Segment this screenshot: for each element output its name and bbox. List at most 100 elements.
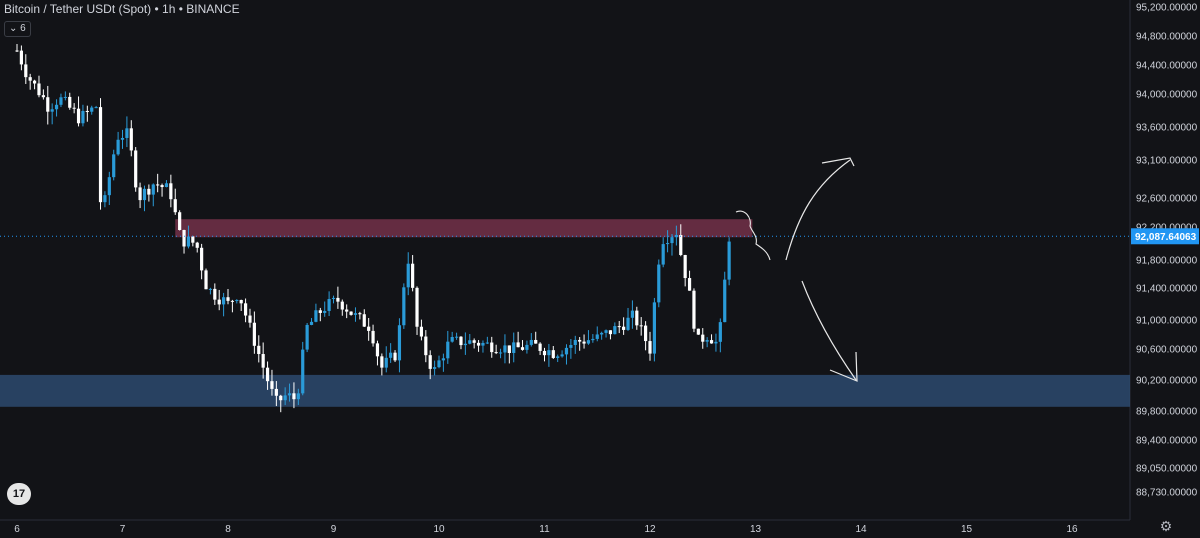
candle-body [138,187,142,201]
candle-body [94,107,98,109]
candle-body [353,313,358,315]
candle-body [239,300,243,304]
candle-body [230,300,234,302]
candle-body [68,96,72,108]
candle-body [424,336,428,356]
price-tick-label: 95,200.00000 [1136,3,1198,14]
candle-body [367,326,371,331]
candle-body [257,345,261,355]
price-tick-label: 88,730.00000 [1136,488,1198,499]
candle-body [573,339,577,345]
candle-body [371,330,375,344]
candle-body [116,139,120,155]
candle-body [292,393,296,400]
candle-body [178,212,182,230]
candle-body [556,356,560,358]
candle-body [323,310,327,313]
candle-body [463,343,467,346]
candle-body [375,343,380,357]
candle-body [507,345,511,353]
time-tick-label: 9 [331,524,337,535]
support-zone [0,374,1130,407]
candle-body [454,336,459,338]
indicator-toggle-button[interactable]: ⌄ 6 [4,21,31,37]
price-tick-label: 90,200.00000 [1136,376,1198,387]
time-tick-label: 6 [14,524,20,535]
candle-body [252,322,256,346]
candle-body [525,344,529,350]
candle-body [639,325,643,327]
candle-body [327,299,331,311]
candle-body [72,107,76,109]
candle-body [419,326,424,337]
candle-body [415,287,419,327]
candle-body [147,188,151,195]
candle-body [608,330,613,335]
projection-up-arrow [785,159,851,261]
time-tick-label: 10 [433,524,445,535]
candle-body [534,339,538,344]
candle-body [622,326,626,330]
candle-body [472,340,476,343]
candle-body [142,188,147,201]
candle-body [222,297,226,305]
candle-body [441,358,445,361]
candle-body [595,334,599,339]
candle-body [696,328,700,335]
price-tick-label: 93,600.00000 [1136,123,1198,134]
candle-body [617,326,621,328]
candle-body [476,342,481,346]
candle-body [213,288,217,300]
candle-body [450,337,454,342]
candle-body [692,290,696,329]
candle-body [437,360,441,368]
candle-body [560,354,564,357]
candle-body [270,381,274,389]
candle-body [283,395,287,401]
candle-body [200,247,204,271]
candle-body [32,80,37,84]
candle-body [156,184,160,186]
chevron-down-icon: ⌄ [9,23,18,34]
price-tick-label: 94,800.00000 [1136,32,1198,43]
candle-body [626,317,630,330]
candle-body [287,393,292,396]
candle-body [90,107,94,112]
candle-body [358,313,362,315]
candle-body [120,137,125,140]
resistance-zone [175,219,753,238]
gear-icon[interactable]: ⚙ [1159,518,1173,534]
candle-body [529,339,533,345]
candle-body [670,237,674,244]
candle-body [657,264,661,303]
candle-body [318,310,322,313]
candle-body [683,255,687,279]
candle-body [648,341,652,354]
candle-body [406,263,410,288]
candle-body [107,177,111,196]
symbol-title: Bitcoin / Tether USDt (Spot) • 1h • BINA… [4,2,240,16]
candle-body [613,326,617,335]
candle-body [503,345,507,353]
tradingview-logo-icon: 17 [7,483,31,505]
candle-body [191,236,195,243]
candle-body [402,287,406,326]
candle-body [718,322,722,342]
candle-body [586,340,591,344]
candle-body [182,229,186,247]
candle-body [98,107,103,203]
price-tick-label: 93,100.00000 [1136,156,1198,167]
candle-body [63,96,67,98]
candle-body [314,310,318,322]
projection-down-arrow [801,280,857,381]
candle-body [50,109,54,112]
candle-body [24,64,28,78]
candle-body [134,150,138,188]
candle-body [28,77,32,81]
candle-body [481,342,485,346]
candle-body [81,110,85,124]
candle-body [125,128,129,138]
candle-body [204,270,208,290]
candle-body [393,352,397,361]
